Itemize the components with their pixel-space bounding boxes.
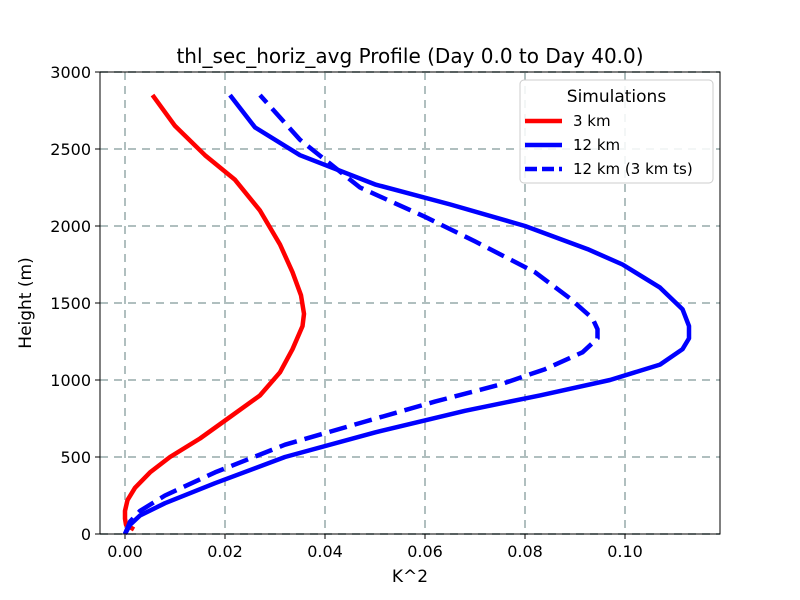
legend-items: 3 km 12 km 12 km (3 km ts) [525, 112, 693, 178]
x-tick-label: 0.04 [307, 542, 343, 561]
series-line-1 [122, 93, 307, 532]
series-line-2 [123, 93, 692, 536]
chart-title: thl_sec_horiz_avg Profile (Day 0.0 to Da… [176, 44, 643, 68]
y-tick-label: 1000 [50, 371, 91, 390]
legend: Simulations 3 km 12 km 12 km (3 km ts) [519, 79, 714, 184]
x-axis-label: K^2 [392, 567, 428, 587]
y-tick-label: 3000 [50, 63, 91, 82]
x-axis-ticks: 0.00 0.02 0.04 0.06 0.08 0.10 [107, 534, 643, 561]
legend-label: 12 km (3 km ts) [573, 160, 693, 178]
legend-label: 3 km [573, 112, 611, 130]
legend-title: Simulations [567, 87, 667, 107]
legend-label: 12 km [573, 136, 620, 154]
y-tick-label: 2000 [50, 217, 91, 236]
series-lines [122, 93, 692, 536]
x-tick-label: 0.00 [107, 542, 143, 561]
y-tick-label: 0 [81, 525, 91, 544]
series-line-3 [122, 93, 600, 535]
y-axis-label: Height (m) [16, 257, 36, 348]
y-tick-label: 500 [60, 448, 91, 467]
y-axis-ticks: 0 500 1000 1500 2000 2500 3000 [50, 63, 100, 544]
y-tick-label: 1500 [50, 294, 91, 313]
x-tick-label: 0.08 [507, 542, 543, 561]
y-tick-label: 2500 [50, 140, 91, 159]
x-tick-label: 0.02 [207, 542, 243, 561]
legend-box [519, 79, 714, 184]
x-tick-label: 0.10 [607, 542, 643, 561]
x-tick-label: 0.06 [407, 542, 443, 561]
